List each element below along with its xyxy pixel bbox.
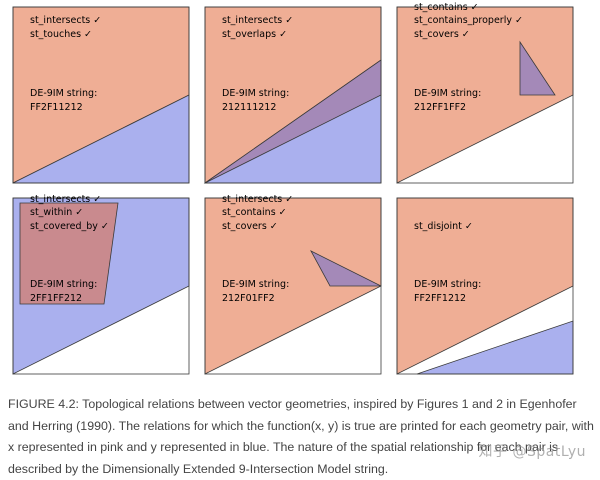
panel-contains: st_contains ✓ st_contains_properly ✓ st_…	[396, 2, 574, 184]
panel-frame	[396, 197, 574, 375]
relation-label-2: st_contains_properly ✓	[414, 15, 523, 26]
de9im-string: 2FF1FF212	[30, 293, 82, 304]
relation-label-1: st_intersects ✓	[222, 15, 293, 26]
relation-label-3: st_covered_by ✓	[30, 221, 109, 232]
relation-label-1: st_intersects ✓	[30, 15, 101, 26]
de9im-heading: DE-9IM string:	[414, 88, 481, 99]
de9im-string: 212FF1FF2	[414, 102, 466, 113]
topology-figure: st_intersects ✓ st_touches ✓ DE-9IM stri…	[12, 2, 574, 375]
de9im-heading: DE-9IM string:	[30, 279, 97, 290]
geometry-x	[19, 202, 119, 305]
relation-label-3: st_covers ✓	[414, 29, 470, 40]
de9im-heading: DE-9IM string:	[414, 279, 481, 290]
panel-frame	[204, 6, 382, 184]
relation-label-1: st_disjoint ✓	[414, 221, 473, 232]
relation-label-1: st_intersects ✓	[222, 194, 293, 205]
panel-frame	[396, 6, 574, 184]
de9im-heading: DE-9IM string:	[30, 88, 97, 99]
relation-label-2: st_contains ✓	[222, 207, 287, 218]
panel-disjoint: st_disjoint ✓ DE-9IM string: FF2FF1212	[396, 197, 574, 375]
geometry-y	[519, 40, 556, 96]
de9im-string: 212F01FF2	[222, 293, 275, 304]
relation-label-3: st_covers ✓	[222, 221, 278, 232]
relation-label-1: st_intersects ✓	[30, 194, 101, 205]
geometry-y	[310, 250, 382, 287]
panel-frame	[12, 197, 190, 375]
relation-label-2: st_within ✓	[30, 207, 83, 218]
relation-label-1: st_contains ✓	[414, 2, 479, 13]
panel-overlaps: st_intersects ✓ st_overlaps ✓ DE-9IM str…	[203, 6, 382, 184]
de9im-heading: DE-9IM string:	[222, 279, 289, 290]
panel-contains-boundary: st_intersects ✓ st_contains ✓ st_covers …	[204, 194, 382, 375]
panel-touches: st_intersects ✓ st_touches ✓ DE-9IM stri…	[12, 6, 190, 184]
panel-frame	[204, 197, 382, 375]
de9im-string: FF2FF1212	[414, 293, 466, 304]
figure-caption: FIGURE 4.2: Topological relations betwee…	[8, 397, 594, 476]
watermark: 知乎 @SpatLyu	[478, 444, 586, 460]
panel-within: st_intersects ✓ st_within ✓ st_covered_b…	[12, 194, 190, 375]
relation-label-2: st_overlaps ✓	[222, 29, 287, 40]
relation-label-2: st_touches ✓	[30, 29, 92, 40]
de9im-string: 212111212	[222, 102, 276, 113]
de9im-heading: DE-9IM string:	[222, 88, 289, 99]
de9im-string: FF2F11212	[30, 102, 83, 113]
panel-frame	[12, 6, 190, 184]
